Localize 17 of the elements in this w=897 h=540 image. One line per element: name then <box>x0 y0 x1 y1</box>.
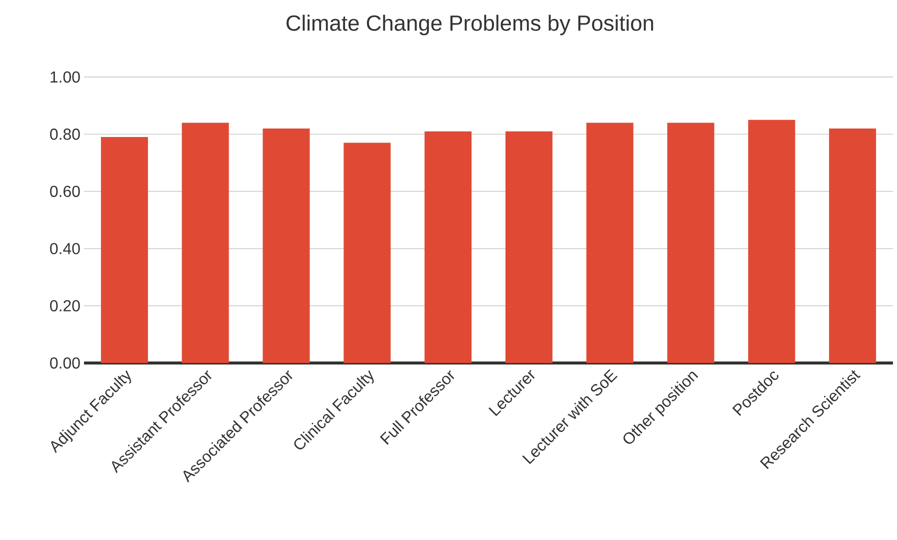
bar <box>586 122 634 363</box>
bar <box>667 122 714 363</box>
y-tick-label: 1.00 <box>50 71 80 83</box>
chart-title: Climate Change Problems by Position <box>286 14 654 36</box>
bar <box>748 120 796 363</box>
bar <box>505 131 552 363</box>
y-tick-label: 0.20 <box>50 300 80 312</box>
y-tick-label: 0.60 <box>50 186 80 198</box>
bar <box>829 128 876 363</box>
y-tick-label: 0.80 <box>50 128 80 140</box>
bar <box>424 131 472 363</box>
y-tick-label: 0.40 <box>50 242 80 254</box>
bar <box>182 122 229 363</box>
bar <box>262 128 310 363</box>
y-tick-label: 0.00 <box>50 357 80 369</box>
bar <box>100 137 148 363</box>
bar <box>344 142 391 363</box>
